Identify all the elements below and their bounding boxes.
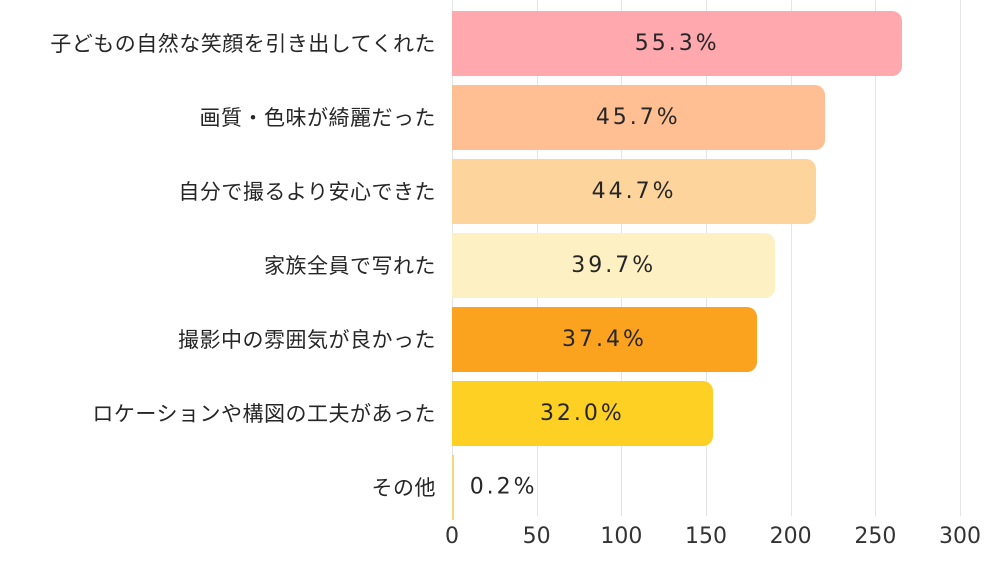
chart-row: 撮影中の雰囲気が良かった 37.4% bbox=[0, 302, 1000, 376]
x-tick-label: 150 bbox=[685, 524, 727, 549]
gridline bbox=[875, 0, 877, 516]
bar-track: 0.2% bbox=[452, 454, 1000, 520]
x-tick-label: 250 bbox=[854, 524, 897, 549]
bar bbox=[452, 454, 454, 520]
category-label: 画質・色味が綺麗だった bbox=[199, 106, 436, 130]
x-tick-label: 100 bbox=[600, 524, 643, 549]
category-label: ロケーションや構図の工夫があった bbox=[92, 402, 436, 426]
value-label: 45.7% bbox=[595, 104, 681, 130]
category-label: 家族全員で写れた bbox=[264, 254, 436, 278]
bar: 39.7% bbox=[452, 232, 776, 298]
value-label: 37.4% bbox=[561, 326, 647, 352]
chart-rows: 子どもの自然な笑顔を引き出してくれた 55.3% 画質・色味が綺麗だった 45.7% 自… bbox=[0, 6, 1000, 524]
x-tick-label: 200 bbox=[769, 524, 812, 549]
x-axis: 0 50 100 150 200 250 300 bbox=[445, 524, 1000, 556]
x-tick-label: 300 bbox=[939, 524, 981, 549]
bar: 45.7% bbox=[452, 84, 825, 150]
bar: 32.0% bbox=[452, 380, 713, 446]
value-label: 32.0% bbox=[539, 400, 625, 426]
bar: 44.7% bbox=[452, 158, 817, 224]
bar-track: 45.7% bbox=[452, 84, 1000, 150]
value-label: 39.7% bbox=[571, 252, 657, 278]
x-tick-label: 0 bbox=[445, 524, 459, 549]
bar-track: 44.7% bbox=[452, 158, 1000, 224]
value-label: 44.7% bbox=[591, 178, 677, 204]
bar-track: 37.4% bbox=[452, 306, 1000, 372]
bar: 37.4% bbox=[452, 306, 757, 372]
category-label: その他 bbox=[371, 476, 436, 500]
chart-row: 子どもの自然な笑顔を引き出してくれた 55.3% bbox=[0, 6, 1000, 80]
x-tick-label: 50 bbox=[522, 524, 551, 549]
chart-row: 自分で撮るより安心できた 44.7% bbox=[0, 154, 1000, 228]
value-label: 0.2% bbox=[469, 474, 538, 500]
chart-row: 家族全員で写れた 39.7% bbox=[0, 228, 1000, 302]
value-label: 55.3% bbox=[634, 30, 720, 56]
bar-track: 32.0% bbox=[452, 380, 1000, 446]
category-label: 自分で撮るより安心できた bbox=[178, 180, 436, 204]
bar-track: 55.3% bbox=[452, 10, 1000, 76]
chart-row: その他 0.2% bbox=[0, 450, 1000, 524]
bar-track: 39.7% bbox=[452, 232, 1000, 298]
category-label: 子どもの自然な笑顔を引き出してくれた bbox=[50, 32, 436, 56]
bar: 55.3% bbox=[452, 10, 903, 76]
chart-row: 画質・色味が綺麗だった 45.7% bbox=[0, 80, 1000, 154]
gridline bbox=[790, 0, 792, 516]
chart-row: ロケーションや構図の工夫があった 32.0% bbox=[0, 376, 1000, 450]
category-label: 撮影中の雰囲気が良かった bbox=[178, 328, 436, 352]
gridline bbox=[960, 0, 961, 516]
